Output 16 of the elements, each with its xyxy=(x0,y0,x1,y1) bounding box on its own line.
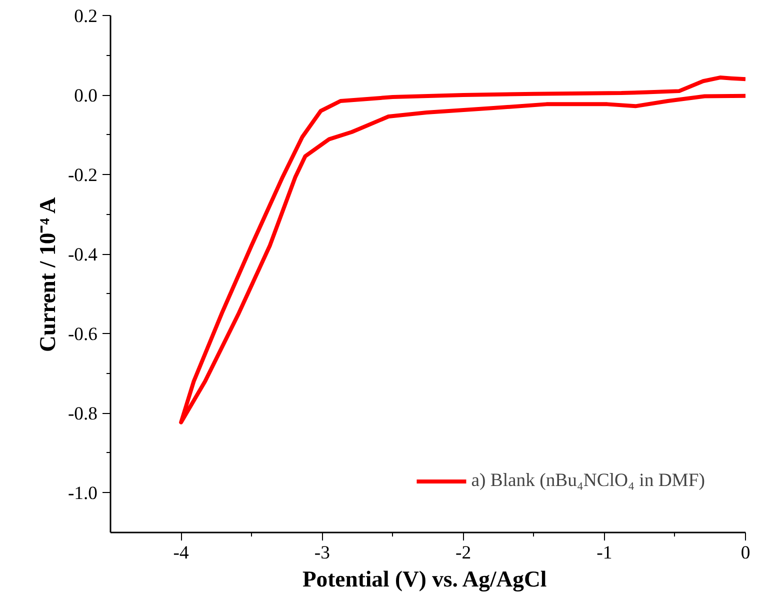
y-tick-label: -0.4 xyxy=(68,244,98,266)
y-tick-label: -1.0 xyxy=(68,483,98,504)
y-tick-label: 0.2 xyxy=(74,6,98,27)
line-series xyxy=(179,76,746,424)
x-tick-label: -1 xyxy=(596,542,612,564)
legend-label: a) Blank (nBu₄NClO₄ in DMF) xyxy=(471,470,705,492)
x-axis-title: Potential (V) vs. Ag/AgCl xyxy=(302,566,547,592)
y-tick-label: -0.8 xyxy=(68,404,98,425)
x-tick-label: -2 xyxy=(456,542,472,564)
y-tick-label: -0.6 xyxy=(68,324,98,346)
x-tick-label: -3 xyxy=(314,542,330,564)
y-tick-label: -0.2 xyxy=(68,165,98,186)
x-tick-label: -4 xyxy=(173,542,190,564)
x-tick-label: 0 xyxy=(740,542,750,564)
y-axis-title: Current / 10⁻⁴ A xyxy=(34,196,60,352)
y-tick-label: 0.0 xyxy=(74,86,98,107)
